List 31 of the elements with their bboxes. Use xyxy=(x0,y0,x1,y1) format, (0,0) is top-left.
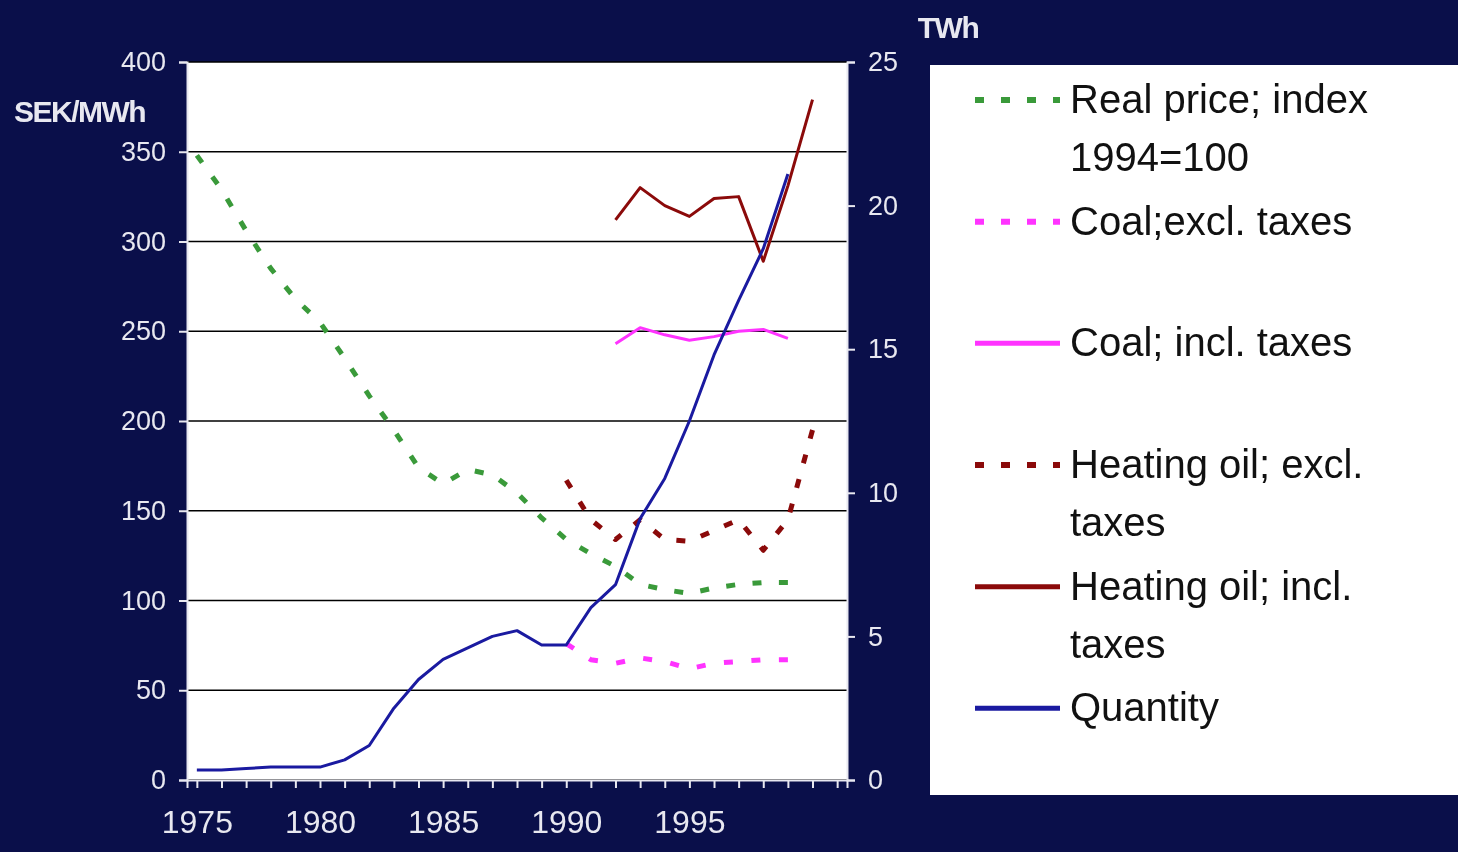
y2-tick-label: 25 xyxy=(868,47,899,78)
y-tick-label: 300 xyxy=(120,226,166,257)
legend-label: Heating oil; incl. taxes xyxy=(1070,563,1353,666)
y2-tick-label: 15 xyxy=(868,334,899,365)
legend-label: Quantity xyxy=(1070,685,1219,730)
legend-label: Real price; index 1994=100 xyxy=(1070,77,1368,179)
y2-tick-label: 5 xyxy=(868,621,884,652)
x-tick-label: 1975 xyxy=(161,803,233,840)
y-tick-label: 400 xyxy=(120,47,166,78)
y-tick-label: 200 xyxy=(120,406,166,437)
line-series xyxy=(614,98,815,263)
y2-tick-label: 10 xyxy=(868,477,899,508)
x-tick-label: 1985 xyxy=(408,803,480,840)
y-tick-label: 100 xyxy=(120,585,166,616)
line-series xyxy=(195,172,790,772)
line-series xyxy=(614,326,790,346)
y-axis-title: SEK/MWh xyxy=(14,95,146,128)
y2-axis-title: TWh xyxy=(917,11,979,44)
x-tick-label: 1980 xyxy=(284,803,357,840)
y-tick-label: 0 xyxy=(150,765,166,796)
x-tick-label: 1990 xyxy=(531,803,603,840)
legend-label: Coal;excl. taxes xyxy=(1070,198,1353,243)
legend-label: Coal; incl. taxes xyxy=(1070,320,1353,365)
y2-tick-label: 20 xyxy=(868,190,899,221)
y-tick-label: 250 xyxy=(120,316,166,347)
y-tick-label: 150 xyxy=(120,495,166,526)
y2-tick-label: 0 xyxy=(868,765,884,796)
legend-label: Heating oil; excl. taxes xyxy=(1070,442,1364,544)
y-tick-label: 350 xyxy=(120,136,166,167)
x-tick-label: 1995 xyxy=(654,803,726,840)
y-tick-label: 50 xyxy=(135,675,166,706)
